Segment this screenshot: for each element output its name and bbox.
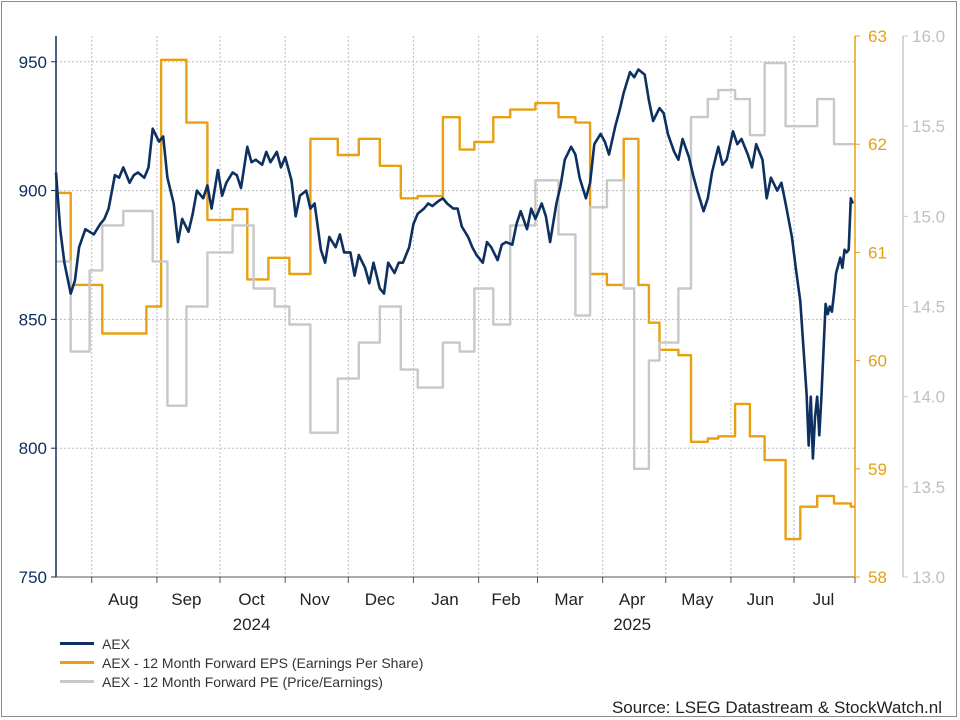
x-tick-label-jun: Jun	[747, 590, 774, 609]
legend-swatch-aex	[60, 642, 94, 645]
x-tick-label-aug: Aug	[108, 590, 138, 609]
x-tick-label-may: May	[681, 590, 714, 609]
x-tick-label-oct: Oct	[238, 590, 265, 609]
right-pe-tick-label-13.5: 13.5	[912, 478, 945, 497]
legend-swatch-eps	[60, 661, 94, 664]
left-tick-label-900: 900	[19, 182, 47, 201]
legend-item-pe: AEX - 12 Month Forward PE (Price/Earning…	[60, 672, 423, 691]
source-note: Source: LSEG Datastream & StockWatch.nl	[611, 698, 942, 717]
legend: AEX AEX - 12 Month Forward EPS (Earnings…	[60, 634, 423, 691]
right-pe-tick-label-15.5: 15.5	[912, 117, 945, 136]
left-tick-label-800: 800	[19, 439, 47, 458]
left-tick-label-750: 750	[19, 568, 47, 587]
right-pe-tick-label-14.0: 14.0	[912, 388, 945, 407]
legend-label-pe: AEX - 12 Month Forward PE (Price/Earning…	[102, 673, 383, 690]
x-year-label-2025: 2025	[613, 615, 651, 634]
left-tick-label-850: 850	[19, 310, 47, 329]
x-tick-label-apr: Apr	[619, 590, 646, 609]
left-tick-label-950: 950	[19, 53, 47, 72]
legend-item-aex: AEX	[60, 634, 423, 653]
x-tick-label-jan: Jan	[431, 590, 458, 609]
right-pe-tick-label-15.0: 15.0	[912, 207, 945, 226]
series-line-aex	[54, 68, 855, 460]
x-tick-label-sep: Sep	[171, 590, 201, 609]
right-eps-tick-label-60: 60	[868, 352, 887, 371]
legend-label-aex: AEX	[102, 635, 131, 652]
legend-label-eps: AEX - 12 Month Forward EPS (Earnings Per…	[102, 654, 424, 671]
series-line-eps	[56, 58, 855, 541]
x-tick-label-dec: Dec	[365, 590, 396, 609]
right-eps-tick-label-58: 58	[868, 568, 887, 587]
x-tick-label-jul: Jul	[813, 590, 835, 609]
right-eps-tick-label-63: 63	[868, 27, 887, 46]
axes: 750 800 850 900 950 58 59 60 61 62 63 13.0 13.5 14.0 1…	[19, 27, 945, 634]
x-tick-label-feb: Feb	[491, 590, 520, 609]
right-pe-tick-label-16.0: 16.0	[912, 27, 945, 46]
right-pe-tick-label-14.5: 14.5	[912, 298, 945, 317]
right-eps-tick-label-59: 59	[868, 460, 887, 479]
x-tick-label-mar: Mar	[554, 590, 584, 609]
x-tick-label-nov: Nov	[300, 590, 331, 609]
right-eps-tick-label-62: 62	[868, 135, 887, 154]
series-layer	[54, 58, 855, 541]
legend-swatch-pe	[60, 680, 94, 683]
x-year-label-2024: 2024	[233, 615, 271, 634]
series-line-pe	[56, 61, 855, 470]
legend-item-eps: AEX - 12 Month Forward EPS (Earnings Per…	[60, 653, 423, 672]
right-pe-tick-label-13.0: 13.0	[912, 568, 945, 587]
right-eps-tick-label-61: 61	[868, 243, 887, 262]
